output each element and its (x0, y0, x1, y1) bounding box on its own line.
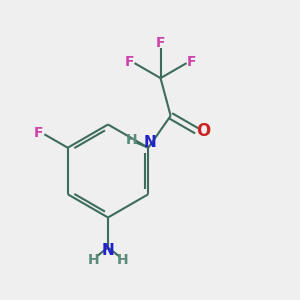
Text: H: H (117, 253, 128, 266)
Text: F: F (34, 126, 44, 140)
Text: F: F (156, 36, 165, 50)
Text: H: H (126, 133, 138, 147)
Text: N: N (102, 243, 114, 258)
Text: O: O (196, 122, 210, 140)
Text: F: F (124, 55, 134, 69)
Text: H: H (88, 253, 99, 266)
Text: F: F (187, 55, 197, 69)
Text: N: N (143, 135, 156, 150)
